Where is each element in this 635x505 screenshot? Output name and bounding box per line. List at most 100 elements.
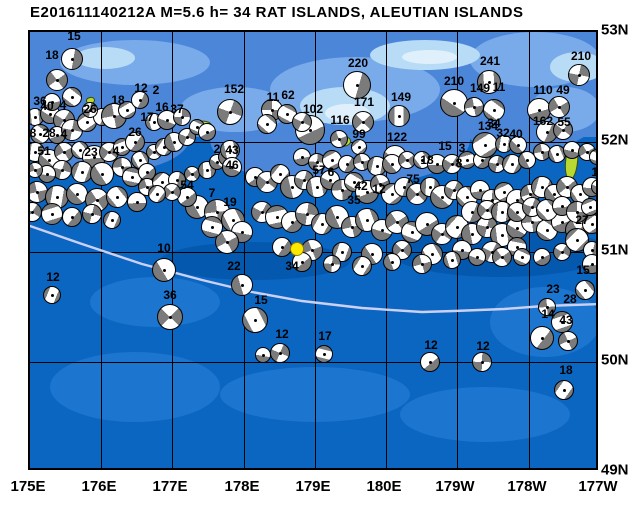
focal-mechanism-beachball [477,70,501,94]
focal-mechanism-beachball [118,101,136,119]
epicenter-marker [290,242,304,256]
depth-label: 4 [60,127,68,141]
focal-mechanism-beachball [582,254,596,274]
focal-mechanism-beachball [270,343,290,363]
bathymetry-contour [400,387,570,442]
y-axis-tick-label: 53N [601,21,629,39]
depth-label: 210 [570,49,592,63]
focal-mechanism-beachball [323,255,341,273]
depth-label: 34 [487,116,501,130]
focal-mechanism-beachball [82,102,98,118]
depth-label: 18 [111,93,125,107]
depth-label: 37 [170,102,184,116]
depth-label: 171 [353,95,375,109]
depth-label: 43 [225,143,239,157]
focal-mechanism-beachball [43,93,61,111]
focal-mechanism-beachball [464,97,484,117]
depth-label: 18 [45,48,59,62]
depth-label: 17 [140,110,154,124]
focal-mechanism-beachball [442,154,462,174]
depth-label: 43 [559,313,573,327]
y-axis-tick-label: 52N [601,131,629,149]
grid-meridian [101,32,102,468]
depth-label: 2 [152,83,160,97]
depth-label: 46 [225,158,239,172]
focal-mechanism-beachball [343,71,371,99]
depth-label: 51 [37,144,51,158]
depth-label: 149 [469,81,491,95]
bathymetry-contour [75,47,135,69]
depth-label: 12 [275,327,289,341]
depth-label: 110 [533,83,553,97]
depth-label: 134 [477,119,499,133]
map-title: E201611140212A M=5.6 h= 34 RAT ISLANDS, … [30,4,524,21]
depth-label: 6 [327,165,335,179]
depth-label: 149 [390,90,412,104]
x-axis-tick-label: 180E [366,478,402,495]
focal-mechanism-beachball [553,243,571,261]
depth-label: 55 [557,115,571,129]
focal-mechanism-beachball [527,98,551,122]
focal-mechanism-beachball [131,91,149,109]
focal-mechanism-beachball [315,345,333,363]
focal-mechanism-beachball [198,123,216,141]
focal-mechanism-beachball [581,198,596,216]
depth-label: 54 [180,178,194,192]
depth-label: 122 [386,130,408,144]
depth-label: 62 [281,88,295,102]
map-area: 15 18 36 40 4 26 12 2 18 17 16 37 8 28 4 51 23 4 26 152 2 43 4… [28,30,598,470]
grid-meridian [244,32,245,468]
depth-label: 15 [576,263,590,277]
grid-meridian [529,32,530,468]
y-axis-tick-label: 51N [601,241,629,259]
focal-mechanism-beachball [568,64,590,86]
x-axis-tick-label: 177E [152,478,188,495]
depth-label: 18 [559,363,573,377]
focal-mechanism-beachball [338,155,356,173]
depth-label: 11 [266,90,280,104]
depth-label: 17 [318,329,332,343]
focal-mechanism-beachball [127,192,147,212]
focal-mechanism-beachball [46,69,68,91]
focal-mechanism-beachball [222,157,242,177]
depth-label: 23 [546,282,560,296]
x-axis-tick-label: 179W [435,478,475,495]
focal-mechanism-beachball [62,207,82,227]
focal-mechanism-beachball [30,162,43,178]
depth-label: 36 [163,288,177,302]
depth-label: 42 [354,179,368,193]
depth-label: 27 [575,213,589,227]
depth-label: 75 [406,172,420,186]
depth-label: 15 [67,30,81,43]
x-axis-tick-label: 177W [578,478,618,495]
depth-label: 10 [157,241,171,255]
depth-label: 22 [227,259,241,273]
focal-mechanism-beachball [554,380,574,400]
bathymetry-contour [402,50,457,64]
grid-parallel [30,362,596,363]
depth-label: 241 [479,54,501,68]
depth-label: 23 [84,145,98,159]
focal-mechanism-beachball [62,87,82,107]
focal-mechanism-beachball [440,89,468,117]
focal-mechanism-beachball [443,251,461,269]
depth-label: 36 [33,94,47,108]
depth-label: 220 [347,56,369,70]
focal-mechanism-beachball [492,247,512,267]
depth-label: 210 [443,74,465,88]
focal-mechanism-beachball [61,48,83,70]
depth-label: 152 [223,82,245,96]
depth-label: 116 [330,113,350,127]
depth-label: 162 [532,114,554,128]
depth-label: 3 [458,141,466,155]
focal-mechanism-beachball [152,258,176,282]
focal-mechanism-beachball [538,298,556,316]
x-axis-tick-label: 175E [10,478,46,495]
focal-mechanism-beachball [530,326,554,350]
focal-mechanism-beachball [352,256,372,276]
depth-label: 2 [213,142,221,156]
focal-mechanism-beachball [513,248,531,266]
depth-label: 49 [556,83,570,97]
focal-mechanism-beachball [351,139,367,155]
